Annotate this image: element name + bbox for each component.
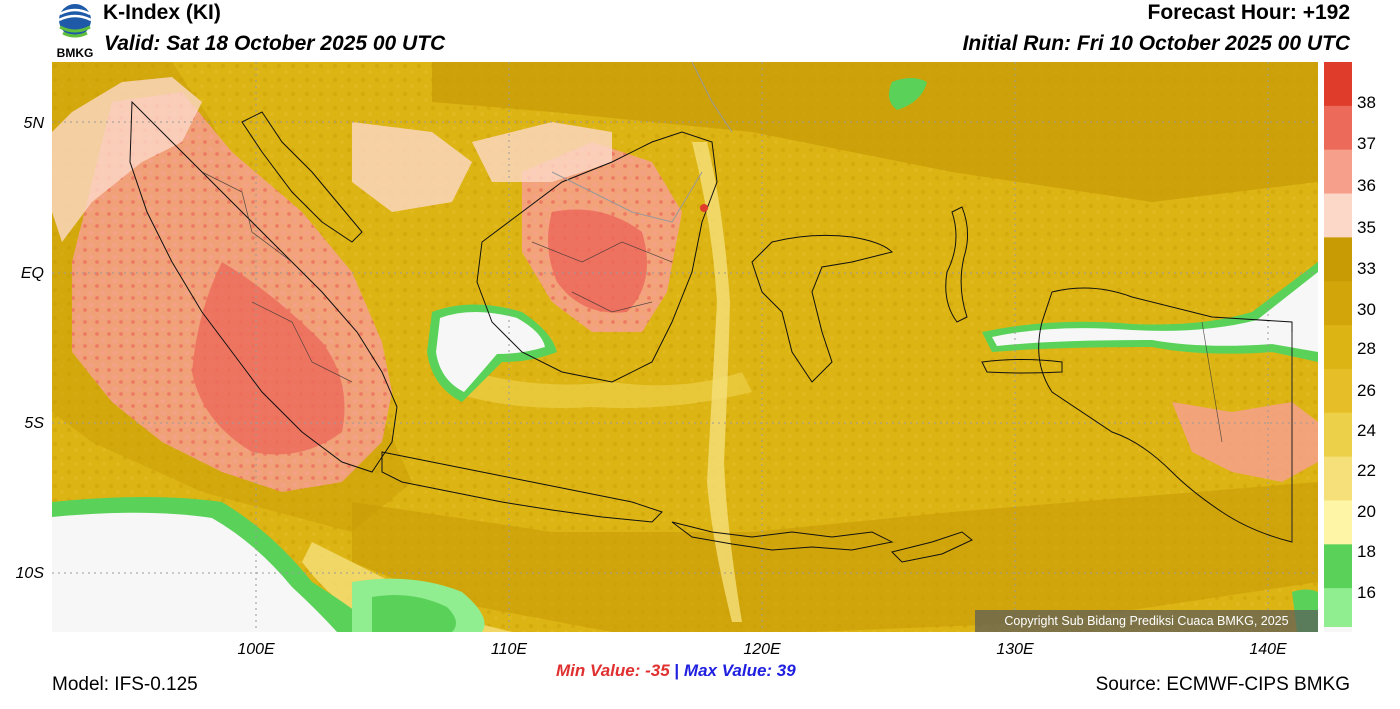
pink-north	[352, 122, 472, 212]
colorbar-label-36: 36	[1357, 176, 1376, 195]
red-core-sumatra	[192, 262, 345, 455]
colorbar-cell-26	[1324, 368, 1352, 414]
colorbar-cell-16	[1324, 588, 1352, 632]
map-title: K-Index (KI)	[103, 1, 221, 24]
coast-sulawesi	[751, 234, 893, 383]
lon-label-120e: 120E	[743, 641, 781, 658]
coast-timor	[891, 531, 973, 563]
colorbar	[1324, 62, 1352, 632]
colorbar-label-35: 35	[1357, 218, 1376, 237]
border-malaysia-borneo	[551, 171, 703, 223]
colorbar-cell-36	[1324, 149, 1352, 195]
lon-label-100e: 100E	[237, 641, 275, 658]
graticule	[52, 62, 1318, 632]
lat-label-5s: 5S	[24, 415, 44, 432]
coast-papua	[1038, 287, 1293, 543]
colorbar-cell-30	[1324, 281, 1352, 326]
initial-run: Initial Run: Fri 10 October 2025 00 UTC	[962, 32, 1350, 55]
colorbar-cell-below-16	[1324, 627, 1352, 632]
colorbar-cell-18	[1324, 544, 1352, 589]
valid-time: Valid: Sat 18 October 2025 00 UTC	[104, 32, 446, 55]
colorbar-cell-28	[1324, 325, 1352, 370]
colorbar-cell-22	[1324, 456, 1352, 501]
international-borders	[551, 62, 733, 223]
bmkg-logo: BMKG	[57, 4, 94, 60]
white-papua-north	[992, 272, 1318, 352]
colorbar-label-26: 26	[1357, 381, 1376, 400]
value-separator: |	[674, 661, 680, 680]
colorbar-cell-33	[1324, 237, 1352, 282]
min-max-values: Min Value: -35 | Max Value: 39	[556, 661, 796, 681]
lat-label-eq: EQ	[20, 265, 44, 282]
border-borneo-1	[531, 241, 673, 263]
coast-borneo	[476, 131, 718, 383]
coast-seram	[981, 359, 1063, 374]
colorbar-label-28: 28	[1357, 339, 1376, 358]
max-value: Max Value: 39	[683, 661, 796, 680]
colorbar-label-37: 37	[1357, 134, 1376, 153]
red-area-papua	[1172, 402, 1318, 482]
border-papua	[1201, 321, 1223, 443]
colorbar-label-22: 22	[1357, 461, 1376, 480]
colorbar-label-38: 38	[1357, 93, 1376, 112]
yellow-streak-makassar	[692, 142, 742, 622]
olive-band-south	[352, 482, 1318, 632]
border-north-coast	[691, 62, 733, 133]
coast-java	[381, 451, 663, 523]
colorbar-label-33: 33	[1357, 259, 1376, 278]
coast-halmahera	[945, 206, 968, 323]
lon-label-140e: 140E	[1249, 641, 1287, 658]
lat-label-5n: 5N	[23, 115, 44, 132]
border-sumatra-2	[251, 301, 353, 383]
colorbar-label-16: 16	[1357, 583, 1376, 602]
coast-lesser-sundas	[671, 521, 894, 551]
red-core-borneo	[548, 209, 647, 313]
border-borneo-2	[571, 291, 653, 313]
logo-text: BMKG	[57, 46, 94, 60]
lon-label-130e: 130E	[996, 641, 1034, 658]
colorbar-cell-38	[1324, 62, 1352, 107]
colorbar-cell-37	[1324, 105, 1352, 151]
lon-label-110e: 110E	[490, 641, 528, 658]
white-java-sea-blob	[436, 312, 545, 392]
white-south-ocean	[52, 512, 337, 632]
k-index-map	[52, 62, 1318, 632]
forecast-hour: Forecast Hour: +192	[1147, 1, 1351, 24]
colorbar-label-30: 30	[1357, 300, 1376, 319]
lat-label-10s: 10S	[15, 565, 44, 582]
green-south-patch-2	[372, 594, 456, 632]
colorbar-cell-35	[1324, 193, 1352, 238]
coast-malay-peninsula	[241, 111, 363, 243]
min-value: Min Value: -35	[556, 661, 670, 680]
border-sumatra-1	[201, 171, 293, 263]
green-north-blob	[888, 78, 927, 110]
colorbar-cell-24	[1324, 412, 1352, 458]
olive-band-north	[432, 62, 1318, 202]
colorbar-label-24: 24	[1357, 421, 1376, 440]
provincial-borders	[201, 171, 1293, 542]
yellow-streak-java-sea	[442, 362, 752, 408]
colorbar-label-18: 18	[1357, 542, 1376, 561]
red-dot	[700, 204, 708, 212]
colorbar-cell-20	[1324, 500, 1352, 545]
pink-edge-sumatra	[52, 77, 202, 242]
pink-borneo-north	[472, 122, 612, 182]
colorbar-label-20: 20	[1357, 502, 1376, 521]
copyright-notice: Copyright Sub Bidang Prediksi Cuaca BMKG…	[975, 610, 1318, 632]
data-source: Source: ECMWF-CIPS BMKG	[1095, 674, 1350, 695]
model-name: Model: IFS-0.125	[52, 674, 198, 695]
